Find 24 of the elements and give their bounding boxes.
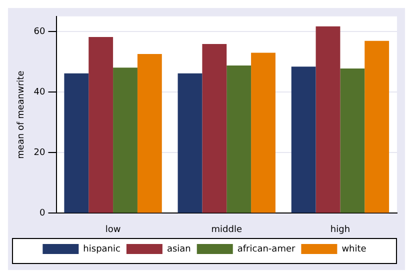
bar bbox=[64, 73, 89, 213]
y-tick-label: 60 bbox=[34, 26, 46, 37]
y-axis-title: mean of meanwrite bbox=[16, 70, 27, 159]
bar bbox=[178, 73, 202, 213]
bar bbox=[340, 68, 365, 213]
bar bbox=[291, 66, 316, 213]
y-tick-label: 40 bbox=[34, 87, 46, 98]
legend-label: white bbox=[342, 244, 367, 254]
y-tick-label: 20 bbox=[34, 148, 46, 158]
legend-label: african-amer bbox=[237, 244, 296, 254]
bar bbox=[88, 36, 114, 213]
bar bbox=[251, 52, 276, 213]
bar bbox=[202, 44, 227, 213]
bar bbox=[113, 68, 138, 213]
legend-label: hispanic bbox=[83, 244, 120, 254]
legend-label: asian bbox=[166, 244, 191, 254]
x-tick-label: low bbox=[105, 224, 121, 235]
x-tick-label: middle bbox=[211, 224, 242, 235]
bar bbox=[226, 65, 252, 213]
x-tick-label: high bbox=[330, 224, 350, 235]
bar bbox=[137, 54, 162, 213]
bar bbox=[316, 26, 340, 213]
y-tick-label: 0 bbox=[40, 208, 46, 219]
bar bbox=[364, 40, 390, 213]
